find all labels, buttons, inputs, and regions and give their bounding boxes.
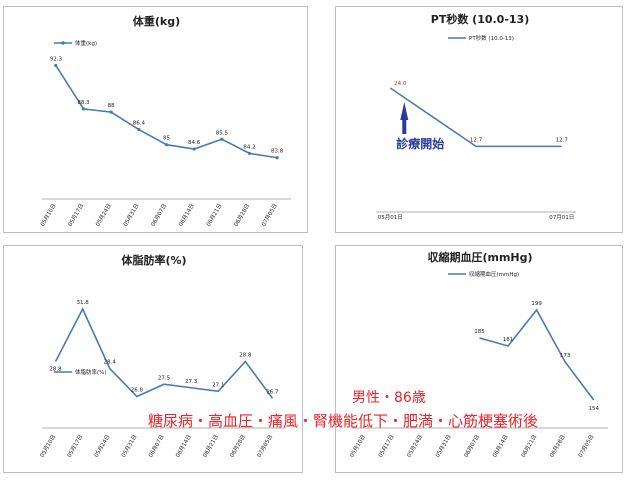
data-label: 12.7 xyxy=(556,137,569,143)
data-label: 88 xyxy=(108,103,115,109)
data-label: 27.1 xyxy=(212,382,224,388)
data-label: 28.8 xyxy=(239,353,252,359)
legend-marker xyxy=(61,41,65,45)
x-tick-label: 05月10日 xyxy=(39,434,58,459)
bp-chart-panel: 収縮期血圧(mmHg) 収縮期血圧(mmHg) 05月10日 05月17日 05月24日… xyxy=(335,245,623,473)
data-label: 85.5 xyxy=(216,130,229,136)
x-tick-label: 06月14日 xyxy=(491,434,510,459)
x-tick-label: 07月01日 xyxy=(549,214,574,221)
data-label: 84.6 xyxy=(188,140,201,146)
annotation-arrow xyxy=(400,102,409,120)
data-label: 28.4 xyxy=(104,360,117,366)
x-tick-label: 05月10日 xyxy=(348,434,367,459)
pt-chart-panel: PT秒数 (10.0-13) PT秒数 (10.0-13) 05月01日 07月01日… xyxy=(335,6,623,233)
data-point xyxy=(81,107,86,111)
chart-title: PT秒数 (10.0-13) xyxy=(431,12,529,26)
data-label: 181 xyxy=(503,337,514,343)
x-tick-label: 06月14日 xyxy=(177,203,196,228)
x-tick-label: 06月21日 xyxy=(201,434,220,459)
x-tick-label: 06月07日 xyxy=(150,203,169,228)
data-label: 27.5 xyxy=(158,375,171,381)
x-tick-label: 05月31日 xyxy=(120,434,139,459)
x-tick-label: 05月31日 xyxy=(434,434,453,459)
x-tick-label: 06月28日 xyxy=(548,434,567,459)
legend-label: 収縮期血圧(mmHg) xyxy=(469,270,519,278)
data-point xyxy=(137,127,141,132)
pt-chart: PT秒数 (10.0-13) PT秒数 (10.0-13) 05月01日 07月01日… xyxy=(376,12,576,221)
legend-label: 体脂肪率(%) xyxy=(75,368,107,376)
weight-chart: 体重(kg) 体重(kg) 05月10日 05月17日 05月24日 05月31日 06月0… xyxy=(39,14,291,228)
chart-title: 収縮期血圧(mmHg) xyxy=(427,250,532,264)
data-label: 92.3 xyxy=(50,56,63,62)
data-point xyxy=(247,151,252,155)
data-point xyxy=(220,137,224,141)
data-label: 27.3 xyxy=(185,379,198,385)
chart-title: 体脂肪率(%) xyxy=(121,253,186,267)
x-tick-label: 05月01日 xyxy=(378,214,403,221)
x-tick-label: 05月24日 xyxy=(94,203,113,228)
data-point xyxy=(275,156,279,160)
data-label: 31.8 xyxy=(77,300,90,306)
chart-title: 体重(kg) xyxy=(133,14,180,28)
data-label: 199 xyxy=(531,301,542,307)
data-point xyxy=(192,147,196,151)
data-label: 83.8 xyxy=(271,149,284,155)
data-label: 154 xyxy=(588,406,599,412)
bodyfat-chart: 体脂肪率(%) 体脂肪率(%) 05月10日 05月17日 05月24日 05月31日 06… xyxy=(39,253,286,459)
x-tick-label: 06月07日 xyxy=(463,434,482,459)
series-line xyxy=(54,307,274,399)
x-tick-label: 06月21日 xyxy=(205,203,224,228)
data-label: 185 xyxy=(474,329,485,335)
legend-label: PT秒数 (10.0-13) xyxy=(469,34,514,42)
data-label: 26.7 xyxy=(266,389,279,395)
legend-label: 体重(kg) xyxy=(75,39,97,47)
x-tick-label: 05月31日 xyxy=(122,203,141,228)
x-tick-label: 07月05日 xyxy=(577,434,596,459)
x-tick-label: 07月05日 xyxy=(256,434,275,459)
x-tick-label: 06月14日 xyxy=(174,434,193,459)
data-label: 88.3 xyxy=(77,100,90,106)
bp-chart: 収縮期血圧(mmHg) 収縮期血圧(mmHg) 05月10日 05月17日 05月24日… xyxy=(348,250,608,459)
bodyfat-chart-panel: 体脂肪率(%) 体脂肪率(%) 05月10日 05月17日 05月24日 05月31日 06… xyxy=(3,245,303,473)
x-tick-label: 05月10日 xyxy=(39,203,58,228)
series-line xyxy=(389,87,562,148)
x-tick-label: 05月24日 xyxy=(93,434,112,459)
x-tick-label: 05月17日 xyxy=(66,434,85,459)
x-tick-label: 07月05日 xyxy=(260,203,279,228)
data-label: 24.0 xyxy=(394,81,407,87)
x-tick-label: 05月17日 xyxy=(67,203,86,228)
x-tick-label: 05月24日 xyxy=(406,434,425,459)
weight-chart-panel: 体重(kg) 体重(kg) 05月10日 05月17日 05月24日 05月31日 06月0… xyxy=(3,6,308,233)
data-point xyxy=(164,143,169,147)
annotation-arrow-shaft xyxy=(402,118,407,134)
series-line xyxy=(479,308,595,401)
data-point xyxy=(109,110,113,114)
data-label: 84.2 xyxy=(243,144,255,150)
patient-info-text: 男性・86歳 xyxy=(352,390,426,406)
data-point xyxy=(54,63,58,68)
x-tick-label: 06月28日 xyxy=(233,203,252,228)
x-tick-label: 06月28日 xyxy=(229,434,248,459)
x-tick-label: 05月17日 xyxy=(377,434,396,459)
data-label: 85 xyxy=(163,136,170,142)
patient-conditions-text: 糖尿病・高血圧・痛風・腎機能低下・肥満・心筋梗塞術後 xyxy=(148,412,539,430)
data-label: 28.8 xyxy=(49,367,62,373)
data-label: 26.8 xyxy=(131,388,144,394)
annotation-label: 診療開始 xyxy=(396,136,444,151)
x-tick-label: 06月07日 xyxy=(147,434,166,459)
data-label: 173 xyxy=(560,353,571,359)
x-tick-label: 06月21日 xyxy=(520,434,539,459)
data-label: 86.4 xyxy=(133,121,146,127)
data-label: 12.7 xyxy=(470,137,483,143)
